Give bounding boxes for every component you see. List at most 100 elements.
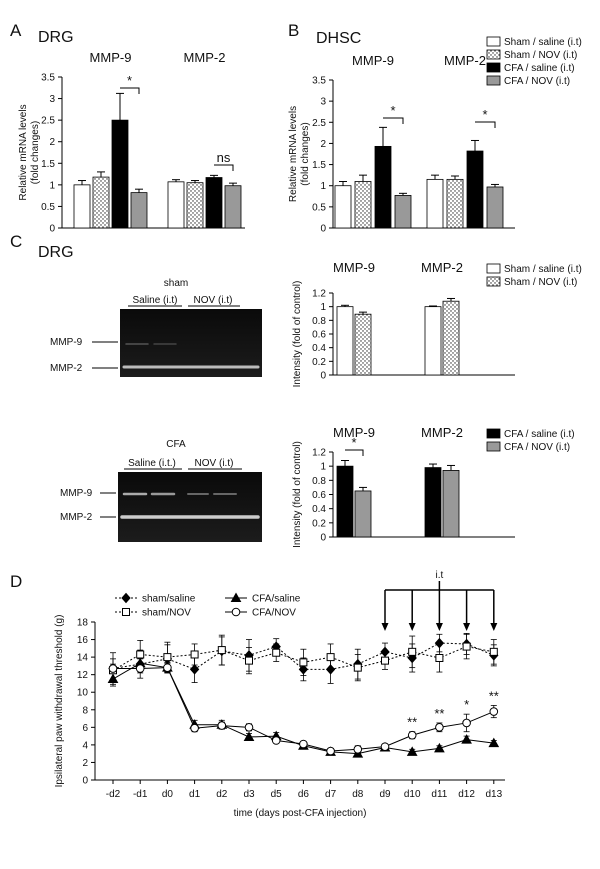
gel-band-label: MMP-2 xyxy=(60,512,93,523)
bar xyxy=(424,306,442,376)
y-tick-label: 8 xyxy=(82,705,88,716)
gel-band-label: MMP-9 xyxy=(50,337,83,348)
point xyxy=(488,737,500,748)
gel-bands xyxy=(122,343,260,369)
point xyxy=(462,718,471,728)
point xyxy=(135,664,145,673)
y-tick-label: 0.6 xyxy=(312,490,326,501)
point xyxy=(299,739,308,749)
category-label: MMP-9 xyxy=(333,425,375,440)
legend-label: sham/saline xyxy=(142,594,196,605)
y-tick-label: 18 xyxy=(77,618,89,629)
bar xyxy=(224,185,242,229)
x-tick-label: d11 xyxy=(431,789,447,800)
point xyxy=(217,646,226,655)
point xyxy=(243,731,255,741)
y-tick-label: 10 xyxy=(77,688,89,699)
x-tick-label: -d1 xyxy=(133,789,148,800)
bar xyxy=(424,467,442,538)
y-tick-label: 0.2 xyxy=(312,357,326,368)
point xyxy=(325,664,336,675)
point xyxy=(244,723,254,732)
y-axis-label: (fold changes) xyxy=(30,121,41,184)
gel-band-label: MMP-9 xyxy=(60,488,93,499)
significance-bracket xyxy=(383,117,404,124)
gel-group: CFA xyxy=(166,439,186,450)
panel-label: A xyxy=(10,21,22,40)
point xyxy=(107,673,119,684)
y-tick-label: 2 xyxy=(49,137,55,148)
legend-marker xyxy=(230,592,242,602)
x-tick-label: d6 xyxy=(298,789,310,800)
point xyxy=(407,730,417,740)
legend-marker xyxy=(231,607,241,617)
category-label: MMP-9 xyxy=(333,260,375,275)
legend-label: CFA / NOV (i.t) xyxy=(504,442,570,453)
category-label: MMP-2 xyxy=(421,425,463,440)
y-tick-label: 3.5 xyxy=(312,76,326,87)
y-tick-label: 0.5 xyxy=(312,202,326,213)
y-tick-label: 6 xyxy=(82,723,88,734)
point xyxy=(380,742,390,751)
y-tick-label: 2.5 xyxy=(312,118,326,129)
y-tick-label: 12 xyxy=(77,670,89,681)
significance-label: ** xyxy=(434,706,444,721)
category-label: MMP-2 xyxy=(421,260,463,275)
gel-group: sham xyxy=(164,278,188,289)
y-tick-label: 3 xyxy=(49,94,55,105)
y-tick-label: 2 xyxy=(82,758,88,769)
y-tick-label: 1.2 xyxy=(312,448,326,459)
arrow-head xyxy=(463,623,471,631)
legend-label: CFA/NOV xyxy=(252,608,296,619)
y-tick-label: 1 xyxy=(320,302,326,313)
arrow-head xyxy=(435,623,443,631)
legend-label: CFA/saline xyxy=(252,594,301,605)
y-tick-label: 1 xyxy=(320,462,326,473)
legend-swatch xyxy=(486,276,501,287)
legend-label: Sham / saline (i.t) xyxy=(504,37,582,48)
legend-swatch xyxy=(486,36,501,47)
legend-swatch xyxy=(486,441,501,452)
chart-title: DRG xyxy=(38,29,74,46)
arrow-head xyxy=(490,623,498,631)
significance-label: ** xyxy=(407,715,417,730)
y-tick-label: 14 xyxy=(77,653,89,664)
point xyxy=(408,647,417,656)
y-tick-label: 0.5 xyxy=(41,202,55,213)
legend-label: sham/NOV xyxy=(142,608,191,619)
bar xyxy=(334,185,352,229)
bar xyxy=(92,176,110,229)
point xyxy=(326,653,335,662)
bar xyxy=(446,178,464,229)
y-axis-label: Intensity (fold of control) xyxy=(292,441,303,548)
point xyxy=(299,658,308,667)
legend-swatch xyxy=(486,62,501,73)
legend-marker xyxy=(121,592,131,604)
point xyxy=(380,646,390,658)
legend-label: CFA / saline (i.t) xyxy=(504,429,575,440)
significance-bracket xyxy=(214,164,234,171)
point xyxy=(108,664,118,673)
point xyxy=(190,723,199,733)
category-label: MMP-2 xyxy=(184,50,226,65)
legend-swatch xyxy=(486,75,501,86)
legend-swatch xyxy=(486,49,501,60)
point xyxy=(245,656,253,665)
bar xyxy=(186,182,204,229)
x-tick-label: d5 xyxy=(271,789,283,800)
gel-band-label: MMP-2 xyxy=(50,363,83,374)
x-tick-label: d3 xyxy=(243,789,255,800)
significance-label: ns xyxy=(217,150,231,165)
x-tick-label: d1 xyxy=(189,789,201,800)
x-axis-label: time (days post-CFA injection) xyxy=(234,808,367,819)
gel-lane: Saline (i.t.) xyxy=(128,458,176,469)
y-tick-label: 1 xyxy=(49,180,55,191)
x-tick-label: d8 xyxy=(352,789,364,800)
y-tick-label: 2 xyxy=(320,139,326,150)
x-tick-label: d13 xyxy=(485,789,502,800)
bar xyxy=(130,192,148,229)
x-tick-label: d2 xyxy=(216,789,228,800)
y-tick-label: 0.2 xyxy=(312,518,326,529)
significance-label: * xyxy=(390,103,395,118)
y-tick-label: 1 xyxy=(320,181,326,192)
